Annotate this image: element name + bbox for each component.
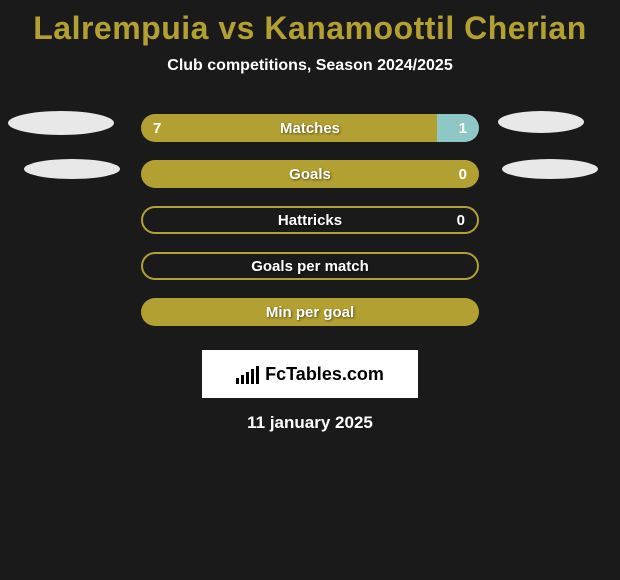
stat-row-hattricks: 0 Hattricks: [0, 197, 620, 243]
stat-right-value: 0: [459, 166, 467, 183]
stat-right-value: 0: [457, 212, 465, 229]
stat-row-goals: 0 Goals: [0, 151, 620, 197]
stat-label: Goals: [289, 166, 331, 183]
stat-bar: 0 Hattricks: [141, 206, 479, 234]
stat-label: Matches: [280, 120, 340, 137]
stat-bar: Goals per match: [141, 252, 479, 280]
stat-label: Hattricks: [278, 212, 342, 229]
fctables-logo: FcTables.com: [202, 350, 418, 398]
stat-row-gpm: Goals per match: [0, 243, 620, 289]
right-player-oval: [498, 111, 584, 133]
season-subtitle: Club competitions, Season 2024/2025: [0, 57, 620, 75]
stat-bar: 7 1 Matches: [141, 114, 479, 142]
comparison-title: Lalrempuia vs Kanamoottil Cherian: [0, 10, 620, 47]
stat-row-matches: 7 1 Matches: [0, 105, 620, 151]
stat-label: Goals per match: [251, 258, 369, 275]
infographic-date: 11 january 2025: [0, 413, 620, 433]
bar-right-segment: 1: [437, 114, 479, 142]
logo-content: FcTables.com: [236, 364, 384, 385]
stat-bar: Min per goal: [141, 298, 479, 326]
left-player-oval: [8, 111, 114, 135]
stat-bar: 0 Goals: [141, 160, 479, 188]
logo-text: FcTables.com: [265, 364, 384, 385]
main-container: Lalrempuia vs Kanamoottil Cherian Club c…: [0, 0, 620, 433]
stat-right-value: 1: [459, 120, 467, 137]
left-player-oval: [24, 159, 120, 179]
stat-row-mpg: Min per goal: [0, 289, 620, 335]
stat-label: Min per goal: [266, 304, 354, 321]
stats-area: 7 1 Matches 0 Goals 0: [0, 105, 620, 335]
right-player-oval: [502, 159, 598, 179]
stat-left-value: 7: [153, 120, 161, 137]
logo-chart-icon: [236, 364, 259, 384]
